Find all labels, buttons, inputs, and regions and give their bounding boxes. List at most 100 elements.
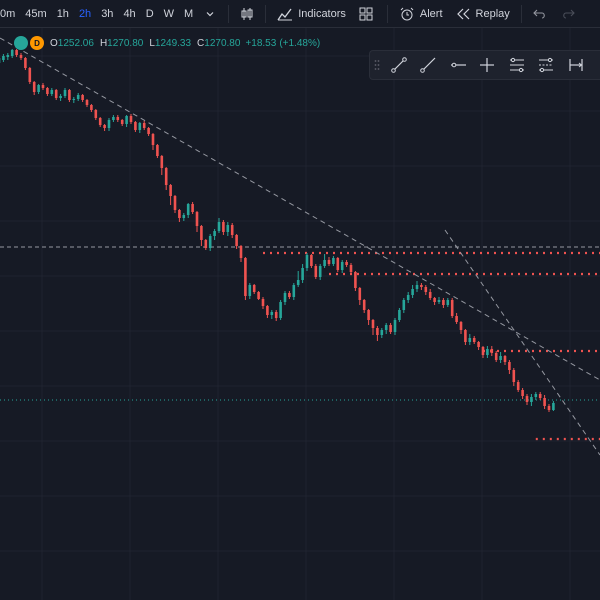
candle bbox=[173, 195, 177, 213]
candle bbox=[6, 53, 10, 60]
candle bbox=[103, 124, 106, 131]
candle bbox=[296, 271, 300, 287]
candle bbox=[230, 223, 234, 238]
toolbar-divider bbox=[228, 4, 230, 23]
candle bbox=[358, 287, 362, 305]
date-range-icon bbox=[569, 59, 583, 71]
candle bbox=[477, 341, 480, 350]
candle bbox=[376, 326, 379, 341]
regression-channel-icon bbox=[539, 57, 554, 73]
candle bbox=[543, 395, 546, 409]
candle bbox=[142, 121, 146, 130]
candle bbox=[499, 352, 502, 363]
date-range-tool[interactable] bbox=[561, 50, 591, 80]
candle bbox=[186, 203, 190, 218]
candle bbox=[362, 299, 366, 313]
candle bbox=[213, 229, 216, 240]
candle bbox=[28, 67, 32, 84]
drawing-toolbar bbox=[369, 50, 600, 80]
candle bbox=[204, 239, 208, 250]
trendlines[interactable] bbox=[0, 37, 600, 456]
timeframe-d[interactable]: D bbox=[145, 7, 154, 20]
candle bbox=[406, 292, 410, 303]
candle bbox=[217, 218, 221, 233]
candle bbox=[239, 245, 243, 262]
timeframe-0m[interactable]: 0m bbox=[0, 7, 16, 20]
indicators-label: Indicators bbox=[298, 7, 346, 20]
alert-button[interactable]: Alert bbox=[394, 0, 448, 28]
candle bbox=[367, 309, 370, 325]
timeframe-w[interactable]: W bbox=[163, 7, 175, 20]
candle bbox=[314, 264, 318, 279]
parallel-channel-tool[interactable] bbox=[502, 50, 532, 80]
toolbar-divider bbox=[386, 4, 388, 23]
candle bbox=[279, 300, 282, 320]
candle bbox=[257, 291, 260, 300]
change-value: +18.53 bbox=[245, 37, 277, 49]
timeframe-dropdown[interactable] bbox=[198, 0, 222, 28]
timeframe-4h[interactable]: 4h bbox=[123, 7, 136, 20]
change-percent: (+1.48%) bbox=[279, 37, 321, 49]
candle bbox=[349, 263, 353, 274]
timeframe-1h[interactable]: 1h bbox=[56, 7, 69, 20]
candle bbox=[266, 305, 269, 318]
drag-handle[interactable] bbox=[370, 50, 384, 80]
candle bbox=[169, 184, 172, 205]
regression-channel-tool[interactable] bbox=[532, 50, 562, 80]
candle bbox=[486, 346, 489, 358]
candle bbox=[490, 346, 494, 356]
candle bbox=[160, 155, 164, 175]
ray-tool[interactable] bbox=[414, 50, 444, 80]
candle bbox=[151, 133, 155, 150]
layouts-button[interactable] bbox=[351, 0, 381, 28]
candle bbox=[32, 81, 36, 95]
horizontal-ray-tool[interactable] bbox=[443, 50, 473, 80]
toolbar-divider bbox=[265, 4, 267, 23]
trendline[interactable] bbox=[444, 229, 600, 456]
candle bbox=[24, 57, 27, 70]
timeframe-m[interactable]: M bbox=[184, 7, 194, 20]
trendline[interactable] bbox=[0, 37, 600, 381]
candle bbox=[292, 283, 296, 300]
candle bbox=[516, 380, 520, 392]
timeframe-3h[interactable]: 3h bbox=[101, 7, 114, 20]
candle bbox=[424, 285, 428, 295]
timeframe-45m[interactable]: 45m bbox=[25, 7, 47, 20]
chart-type-button[interactable] bbox=[235, 0, 259, 28]
horizontal-ray-icon bbox=[450, 62, 466, 68]
undo-button[interactable] bbox=[528, 0, 552, 28]
undo-icon bbox=[533, 9, 545, 19]
candle bbox=[41, 83, 45, 90]
candle bbox=[411, 285, 414, 298]
candle bbox=[512, 368, 516, 386]
chart-grid bbox=[0, 28, 600, 600]
trend-line-tool[interactable] bbox=[384, 50, 414, 80]
candle bbox=[208, 234, 212, 251]
candle bbox=[10, 49, 14, 58]
candle bbox=[252, 284, 256, 294]
candle bbox=[191, 202, 194, 214]
candle bbox=[147, 127, 150, 136]
candle bbox=[393, 318, 397, 335]
candle bbox=[59, 94, 62, 101]
chevron-down-icon bbox=[206, 11, 214, 16]
candle bbox=[274, 310, 278, 321]
candle bbox=[345, 260, 348, 267]
candles-icon bbox=[241, 7, 253, 20]
candle bbox=[120, 119, 124, 126]
data-source-badge[interactable]: D bbox=[30, 36, 44, 50]
replay-button[interactable]: Replay bbox=[452, 0, 515, 28]
candle bbox=[178, 209, 181, 222]
indicators-button[interactable]: Indicators bbox=[272, 0, 351, 28]
redo-button[interactable] bbox=[556, 0, 580, 28]
cross-line-tool[interactable] bbox=[473, 50, 503, 80]
ohlc-legend: D O 1252.06 H 1270.80 L 1249.33 C 1270.80 +1… bbox=[0, 33, 320, 53]
candle bbox=[464, 329, 467, 345]
candle bbox=[116, 115, 120, 122]
candle bbox=[420, 283, 423, 290]
timeframe-2h[interactable]: 2h bbox=[78, 7, 92, 20]
candle bbox=[125, 115, 128, 127]
candle bbox=[442, 298, 445, 308]
candle bbox=[538, 392, 542, 400]
